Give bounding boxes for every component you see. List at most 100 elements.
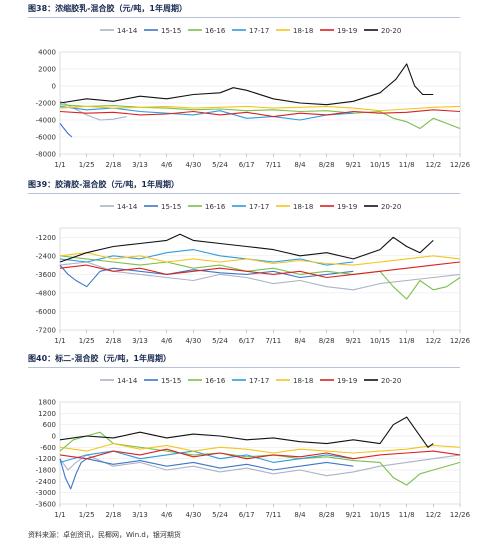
y-tick-label: 0 [52,83,56,91]
series-line-20-20 [59,63,434,106]
y-tick-label: -6000 [36,134,56,142]
x-tick-label: 1/1 [54,511,65,519]
series-line-18-18 [59,443,461,454]
x-tick-label: 3/13 [132,161,148,169]
x-tick-label: 4/6 [161,161,173,169]
x-tick-label: 12/26 [450,161,471,169]
plot-frame [59,227,461,331]
y-tick-label: -2400 [36,478,56,486]
legend-item: 20-20 [364,203,401,211]
legend-item: 20-20 [364,27,401,35]
legend-label: 16-16 [205,27,226,35]
legend-label: 19-19 [337,203,357,211]
chart-panel-1: 图39：胶清胶-混合胶（元/吨，1年周期） 14-14 15-15 16-16 17-… [0,178,500,354]
legend-label: 14-14 [117,27,138,35]
title-divider [28,193,460,194]
legend-item: 14-14 [100,203,138,211]
x-tick-label: 2/18 [105,511,121,519]
series-line-20-20 [59,233,434,263]
y-tick-label: -3000 [36,489,56,497]
x-tick-label: 7/11 [265,161,281,169]
x-tick-label: 8/28 [319,511,335,519]
x-tick-label: 6/17 [239,161,255,169]
legend-item: 17-17 [232,27,269,35]
x-tick-label: 10/15 [370,511,390,519]
x-tick-label: 11/8 [399,337,415,345]
x-tick-label: 6/17 [239,337,255,345]
x-tick-label: 5/24 [212,337,228,345]
line-chart: 14-14 15-15 16-16 17-17 18-18 19-19 20-20 4000 2… [36,27,471,169]
x-tick-label: 8/4 [294,161,306,169]
legend-label: 19-19 [337,27,357,35]
line-chart: 14-14 15-15 16-16 17-17 18-18 19-19 20-20 -1200… [36,203,471,345]
y-tick-label: -4000 [36,117,56,125]
y-tick-label: -6000 [36,308,56,316]
series-line-20-20 [59,416,434,448]
series-line-19-19 [59,109,461,118]
chart-title: 图40：标二-混合胶（元/吨，1年周期） [28,354,171,363]
series-line-16-16 [59,255,461,300]
y-tick-label: 2000 [38,66,56,74]
legend: 14-14 15-15 16-16 17-17 18-18 19-19 20-20 [100,377,401,385]
legend-item: 14-14 [100,377,138,385]
x-tick-label: 1/25 [79,337,95,345]
y-tick-label: 0 [52,433,56,441]
x-tick-label: 8/4 [294,511,306,519]
y-tick-label: 1800 [38,399,56,407]
legend-item: 19-19 [320,203,357,211]
legend-label: 16-16 [205,203,226,211]
legend-item: 15-15 [144,377,181,385]
x-tick-label: 9/21 [345,161,361,169]
x-tick-label: 1/1 [54,161,65,169]
x-tick-label: 5/24 [212,511,228,519]
series-line-14-14 [59,454,461,477]
x-tick-label: 10/15 [370,161,390,169]
series-line-14-14 [59,261,461,291]
chart-title: 图38：浓缩胶乳-混合胶（元/吨，1年周期） [28,4,187,13]
legend-item: 19-19 [320,377,357,385]
legend-label: 19-19 [337,377,357,385]
x-tick-label: 1/1 [54,337,65,345]
title-divider [28,367,460,368]
y-tick-label: 4000 [38,49,56,57]
x-tick-label: 7/11 [265,337,281,345]
legend-item: 16-16 [188,203,226,211]
chart-panel-0: 图38：浓缩胶乳-混合胶（元/吨，1年周期） 14-14 15-15 16-16 17… [0,2,500,178]
x-tick-label: 10/15 [370,337,390,345]
x-tick-label: 1/25 [79,511,95,519]
y-tick-label: -1800 [36,467,56,475]
legend-label: 15-15 [161,377,181,385]
legend-item: 14-14 [100,27,138,35]
legend-label: 20-20 [381,27,401,35]
legend-label: 18-18 [293,377,313,385]
x-tick-label: 8/28 [319,337,335,345]
x-tick-label: 12/26 [450,337,471,345]
y-tick-label: 1200 [38,410,56,418]
series-line-18-18 [59,105,461,112]
y-tick-label: -3600 [36,501,56,509]
source-note: 资料来源：卓创资讯，民椰网，Win.d，银河期货 [28,531,181,539]
legend-item: 16-16 [188,377,226,385]
series-line-14-14 [59,100,127,121]
legend-item: 19-19 [320,27,357,35]
x-tick-label: 4/30 [185,511,201,519]
x-tick-label: 3/13 [132,511,148,519]
x-tick-label: 1/25 [79,161,95,169]
legend-label: 18-18 [293,27,313,35]
chart-title: 图39：胶清胶-混合胶（元/吨，1年周期） [28,180,179,189]
x-tick-label: 7/11 [265,511,281,519]
legend-label: 14-14 [117,203,138,211]
x-tick-label: 4/6 [161,337,173,345]
series-line-17-17 [59,249,354,266]
x-tick-label: 9/21 [345,337,361,345]
legend-item: 17-17 [232,377,269,385]
legend-item: 17-17 [232,203,269,211]
x-tick-label: 4/30 [185,161,201,169]
y-tick-label: -2400 [36,252,56,260]
y-tick-label: -1200 [36,455,56,463]
y-tick-label: 600 [43,421,56,429]
x-tick-label: 11/8 [399,511,415,519]
x-tick-label: 12/26 [450,511,471,519]
legend: 14-14 15-15 16-16 17-17 18-18 19-19 20-20 [100,203,401,211]
